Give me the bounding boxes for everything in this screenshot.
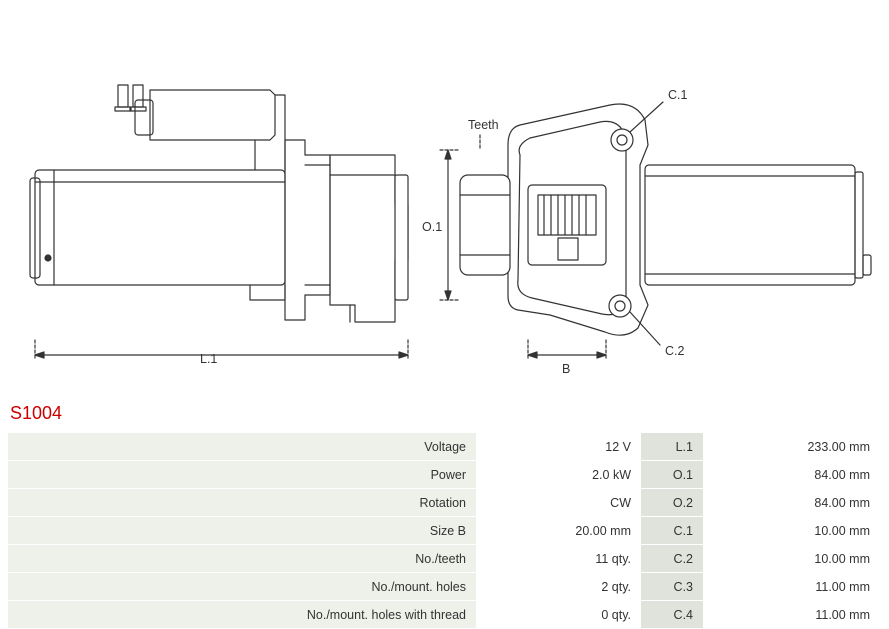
spec-value-left: 2 qty. <box>476 573 641 600</box>
table-row: Size B20.00 mmC.110.00 mm <box>8 517 880 544</box>
spec-value-right: 11.00 mm <box>703 573 880 600</box>
spec-label-right: C.4 <box>641 601 703 628</box>
spec-value-right: 10.00 mm <box>703 517 880 544</box>
diagram-label-l1: L.1 <box>200 352 217 366</box>
part-number-title: S1004 <box>10 403 62 424</box>
spec-value-left: 11 qty. <box>476 545 641 572</box>
spec-label-left: Size B <box>8 517 476 544</box>
table-row: RotationCWO.284.00 mm <box>8 489 880 516</box>
spec-value-right: 84.00 mm <box>703 461 880 488</box>
spec-table: Voltage12 VL.1233.00 mmPower2.0 kWO.184.… <box>8 432 880 629</box>
spec-label-left: No./mount. holes with thread <box>8 601 476 628</box>
spec-label-right: O.1 <box>641 461 703 488</box>
spec-label-right: O.2 <box>641 489 703 516</box>
diagram-label-c2: C.2 <box>665 344 684 358</box>
spec-value-right: 10.00 mm <box>703 545 880 572</box>
table-row: Power2.0 kWO.184.00 mm <box>8 461 880 488</box>
spec-label-left: Rotation <box>8 489 476 516</box>
spec-label-left: No./teeth <box>8 545 476 572</box>
spec-value-right: 11.00 mm <box>703 601 880 628</box>
spec-label-right: C.3 <box>641 573 703 600</box>
spec-value-left: 12 V <box>476 433 641 460</box>
spec-value-left: 20.00 mm <box>476 517 641 544</box>
diagram-label-teeth: Teeth <box>468 118 499 132</box>
spec-value-left: CW <box>476 489 641 516</box>
table-row: No./mount. holes2 qty.C.311.00 mm <box>8 573 880 600</box>
table-row: Voltage12 VL.1233.00 mm <box>8 433 880 460</box>
diagram-area: L.1 <box>0 0 889 400</box>
page: L.1 <box>0 0 889 623</box>
spec-value-left: 0 qty. <box>476 601 641 628</box>
spec-label-right: L.1 <box>641 433 703 460</box>
spec-value-left: 2.0 kW <box>476 461 641 488</box>
spec-label-left: Power <box>8 461 476 488</box>
table-row: No./mount. holes with thread0 qty.C.411.… <box>8 601 880 628</box>
spec-value-right: 84.00 mm <box>703 489 880 516</box>
diagram-right-svg <box>420 0 889 390</box>
spec-label-left: Voltage <box>8 433 476 460</box>
spec-value-right: 233.00 mm <box>703 433 880 460</box>
table-row: No./teeth11 qty.C.210.00 mm <box>8 545 880 572</box>
spec-label-right: C.1 <box>641 517 703 544</box>
diagram-label-c1: C.1 <box>668 88 687 102</box>
spec-label-left: No./mount. holes <box>8 573 476 600</box>
diagram-label-o1: O.1 <box>422 220 442 234</box>
diagram-left-svg <box>0 0 420 380</box>
spec-label-right: C.2 <box>641 545 703 572</box>
diagram-label-b: B <box>562 362 570 376</box>
